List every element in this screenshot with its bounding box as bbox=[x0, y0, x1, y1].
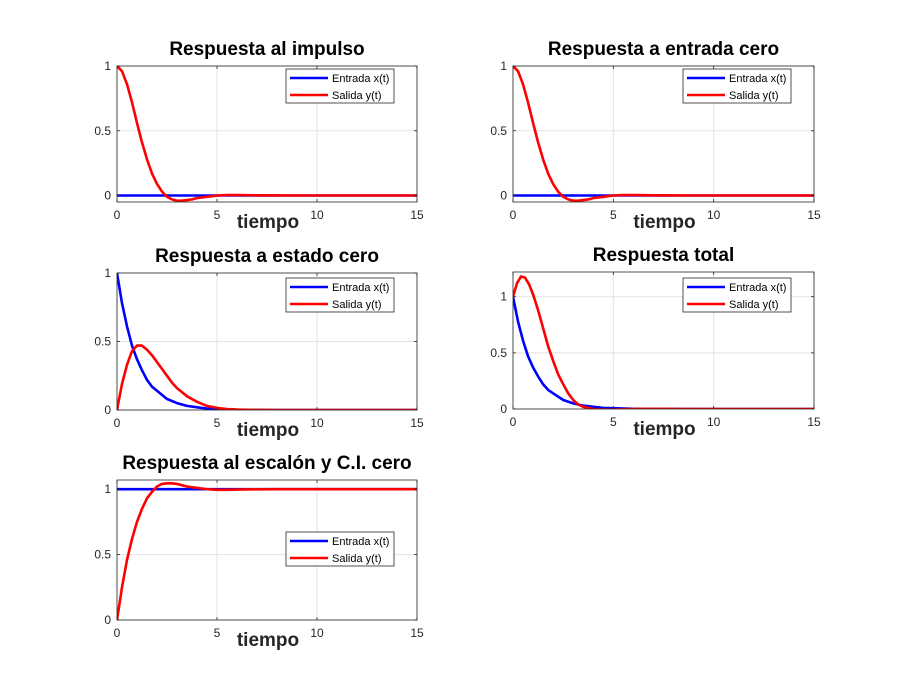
series-line-salida bbox=[117, 66, 417, 202]
axes-box bbox=[512, 65, 815, 203]
y-tick-label: 1 bbox=[104, 59, 111, 73]
series-line-salida bbox=[117, 344, 417, 410]
legend-entry-label: Entrada x(t) bbox=[332, 73, 389, 85]
chart-title: Respuesta a estado cero bbox=[155, 246, 379, 267]
axes-box bbox=[116, 65, 418, 203]
y-tick-label: 0.5 bbox=[94, 548, 111, 562]
x-tick-label: 0 bbox=[114, 208, 121, 222]
y-tick-label: 0 bbox=[104, 613, 111, 627]
subplot-1: 0 5 10 15 0 0.5 1 Respuesta al impulso tiempo Ent… bbox=[94, 39, 424, 233]
legend-entry-label: Salida y(t) bbox=[332, 90, 382, 102]
x-tick-label: 15 bbox=[807, 208, 821, 222]
x-tick-label: 0 bbox=[510, 415, 517, 429]
x-tick-label: 15 bbox=[410, 208, 424, 222]
legend: Entrada x(t) Salida y(t) bbox=[682, 277, 792, 313]
legend-box bbox=[285, 277, 395, 313]
x-axis-label: tiempo bbox=[237, 420, 299, 441]
y-tick-label: 1 bbox=[500, 290, 507, 304]
y-tick-label: 0 bbox=[500, 402, 507, 416]
legend: Entrada x(t) Salida y(t) bbox=[285, 68, 395, 104]
legend: Entrada x(t) Salida y(t) bbox=[285, 531, 395, 567]
legend: Entrada x(t) Salida y(t) bbox=[682, 68, 792, 104]
legend-box bbox=[285, 531, 395, 567]
y-tick-label: 1 bbox=[104, 482, 111, 496]
legend-entry-label: Salida y(t) bbox=[332, 553, 382, 565]
x-tick-label: 10 bbox=[310, 208, 324, 222]
chart-title: Respuesta total bbox=[593, 245, 734, 266]
x-tick-label: 10 bbox=[310, 416, 324, 430]
y-tick-label: 0 bbox=[500, 189, 507, 203]
subplot-5: 0 5 10 15 0 0.5 1 Respuesta al escalón y C.I. c… bbox=[94, 453, 424, 651]
legend-entry-label: Salida y(t) bbox=[729, 90, 779, 102]
x-tick-label: 10 bbox=[310, 626, 324, 640]
series-line-salida bbox=[117, 482, 417, 620]
x-tick-label: 5 bbox=[214, 416, 221, 430]
series-line-salida bbox=[513, 66, 814, 202]
legend: Entrada x(t) Salida y(t) bbox=[285, 277, 395, 313]
y-tick-label: 0.5 bbox=[94, 124, 111, 138]
legend-entry-label: Entrada x(t) bbox=[332, 536, 389, 548]
x-tick-label: 15 bbox=[807, 415, 821, 429]
y-tick-label: 0 bbox=[104, 189, 111, 203]
x-axis-label: tiempo bbox=[237, 212, 299, 233]
subplot-3: 0 5 10 15 0 0.5 1 Respuesta a estado cero tiempo… bbox=[94, 246, 424, 441]
x-tick-label: 5 bbox=[610, 208, 617, 222]
y-tick-label: 1 bbox=[104, 266, 111, 280]
legend-box bbox=[682, 68, 792, 104]
subplot-4: 0 5 10 15 0 0.5 1 Respuesta total tiempo Entrada … bbox=[490, 245, 821, 440]
x-tick-label: 0 bbox=[114, 626, 121, 640]
axes-box bbox=[116, 479, 418, 621]
chart-title: Respuesta al impulso bbox=[169, 39, 364, 60]
x-tick-label: 0 bbox=[114, 416, 121, 430]
legend-entry-label: Entrada x(t) bbox=[729, 282, 786, 294]
x-axis-label: tiempo bbox=[237, 630, 299, 651]
legend-box bbox=[682, 277, 792, 313]
x-tick-label: 15 bbox=[410, 626, 424, 640]
x-tick-label: 0 bbox=[510, 208, 517, 222]
chart-title: Respuesta al escalón y C.I. cero bbox=[122, 453, 411, 474]
chart-title: Respuesta a entrada cero bbox=[548, 39, 779, 60]
x-tick-label: 10 bbox=[707, 208, 721, 222]
y-tick-label: 0.5 bbox=[94, 335, 111, 349]
legend-box bbox=[285, 68, 395, 104]
legend-entry-label: Entrada x(t) bbox=[332, 282, 389, 294]
x-tick-label: 5 bbox=[214, 208, 221, 222]
x-tick-label: 5 bbox=[214, 626, 221, 640]
y-tick-label: 0.5 bbox=[490, 124, 507, 138]
x-tick-label: 5 bbox=[610, 415, 617, 429]
x-tick-label: 15 bbox=[410, 416, 424, 430]
axes-box bbox=[512, 271, 815, 410]
legend-entry-label: Salida y(t) bbox=[729, 299, 779, 311]
legend-entry-label: Entrada x(t) bbox=[729, 73, 786, 85]
y-tick-label: 0.5 bbox=[490, 346, 507, 360]
x-axis-label: tiempo bbox=[633, 419, 695, 440]
y-tick-label: 0 bbox=[104, 403, 111, 417]
y-tick-label: 1 bbox=[500, 59, 507, 73]
x-axis-label: tiempo bbox=[633, 212, 695, 233]
x-tick-label: 10 bbox=[707, 415, 721, 429]
subplot-2: 0 5 10 15 0 0.5 1 Respuesta a entrada cero tiemp… bbox=[490, 39, 821, 233]
legend-entry-label: Salida y(t) bbox=[332, 299, 382, 311]
